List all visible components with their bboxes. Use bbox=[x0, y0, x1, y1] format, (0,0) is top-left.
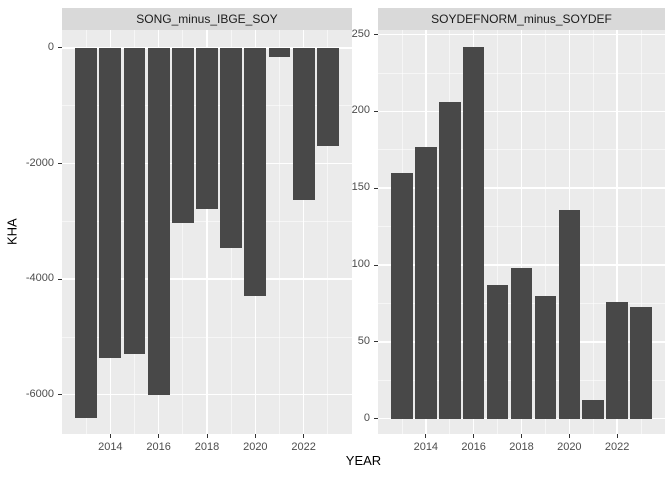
x-tick-mark bbox=[303, 434, 305, 438]
bar bbox=[244, 47, 267, 297]
bar bbox=[316, 47, 339, 147]
y-tick-label: -6000 bbox=[25, 387, 54, 400]
grid-minor-x bbox=[640, 30, 642, 434]
x-tick-mark bbox=[206, 434, 208, 438]
y-tick-mark bbox=[58, 278, 62, 280]
facet-strip: SOYDEFNORM_minus_SOYDEF bbox=[378, 8, 665, 30]
grid-minor-x bbox=[545, 30, 546, 434]
bar bbox=[75, 47, 98, 419]
bar bbox=[486, 284, 509, 419]
bar bbox=[462, 46, 485, 419]
grid-major-y bbox=[62, 278, 352, 280]
grid-major-x bbox=[520, 30, 523, 434]
grid-major-y bbox=[378, 187, 665, 189]
y-tick-mark bbox=[374, 187, 378, 189]
y-tick-mark bbox=[58, 163, 62, 164]
facet-title: SONG_minus_IBGE_SOY bbox=[136, 12, 278, 26]
grid-minor-x bbox=[279, 30, 280, 434]
bar bbox=[292, 47, 315, 200]
x-tick-label: 2014 bbox=[98, 441, 123, 453]
bar bbox=[606, 301, 628, 419]
bar bbox=[147, 47, 170, 396]
x-tick-label: 2018 bbox=[194, 441, 220, 453]
bar bbox=[438, 102, 461, 419]
x-tick-mark bbox=[158, 434, 160, 438]
y-tick-label: 250 bbox=[351, 27, 370, 40]
x-axis-title: YEAR bbox=[345, 453, 382, 468]
x-tick-mark bbox=[521, 434, 522, 438]
x-tick-mark bbox=[616, 434, 618, 438]
grid-minor-x bbox=[182, 30, 184, 434]
grid-minor-x bbox=[592, 30, 594, 434]
bar bbox=[123, 47, 146, 354]
bar bbox=[99, 47, 122, 359]
y-tick-mark bbox=[374, 264, 378, 266]
y-tick-mark bbox=[374, 34, 378, 36]
grid-major-x bbox=[302, 30, 305, 434]
x-tick-mark bbox=[109, 434, 111, 438]
bar bbox=[415, 146, 437, 419]
bar bbox=[630, 306, 652, 419]
y-tick-mark bbox=[58, 47, 62, 49]
grid-minor-x bbox=[327, 30, 329, 434]
x-tick-label: 2018 bbox=[509, 441, 534, 453]
x-tick-label: 2020 bbox=[557, 441, 582, 453]
y-tick-label: 200 bbox=[351, 104, 370, 117]
grid-major-y bbox=[378, 110, 665, 113]
facet-strip: SONG_minus_IBGE_SOY bbox=[62, 8, 352, 30]
y-tick-mark bbox=[374, 341, 378, 343]
y-tick-label: -2000 bbox=[25, 156, 54, 169]
x-tick-label: 2022 bbox=[604, 441, 630, 453]
plot-panel bbox=[62, 30, 352, 434]
y-tick-mark bbox=[374, 110, 378, 112]
y-tick-mark bbox=[58, 394, 62, 396]
x-tick-label: 2014 bbox=[413, 441, 439, 453]
y-axis-title: KHA bbox=[4, 218, 20, 246]
facet-title: SOYDEFNORM_minus_SOYDEF bbox=[431, 12, 612, 26]
bar bbox=[171, 47, 194, 224]
y-tick-label: 100 bbox=[351, 258, 370, 271]
y-tick-mark bbox=[374, 418, 378, 420]
y-tick-label: -4000 bbox=[25, 272, 54, 285]
grid-major-x bbox=[616, 30, 618, 434]
y-tick-label: 50 bbox=[357, 334, 370, 347]
grid-major-y bbox=[378, 33, 665, 36]
grid-major-y bbox=[378, 417, 665, 420]
x-tick-label: 2020 bbox=[243, 441, 268, 453]
x-tick-mark bbox=[568, 434, 570, 438]
x-tick-label: 2016 bbox=[461, 441, 486, 453]
grid-minor-x bbox=[497, 30, 498, 434]
bar bbox=[220, 47, 243, 248]
x-tick-label: 2022 bbox=[291, 441, 316, 453]
bar bbox=[268, 47, 291, 58]
facet-soydefnorm-minus-soydef: SOYDEFNORM_minus_SOYDEF 0 50 100 150 200 250 2… bbox=[352, 8, 665, 453]
bar bbox=[196, 47, 218, 210]
x-tick-mark bbox=[425, 434, 427, 438]
bar bbox=[391, 172, 413, 419]
grid-major-y bbox=[378, 264, 665, 266]
grid-major-x bbox=[206, 30, 208, 434]
bar bbox=[558, 209, 581, 419]
x-tick-label: 2016 bbox=[146, 441, 171, 453]
facet-song-minus-ibge-soy: SONG_minus_IBGE_SOY 0 -2000 -4000 -6000 2014… bbox=[26, 8, 352, 453]
y-tick-label: 0 bbox=[363, 411, 370, 424]
bar bbox=[534, 295, 557, 419]
y-tick-label: 150 bbox=[351, 181, 370, 194]
bar bbox=[510, 268, 533, 419]
plot-panel bbox=[378, 30, 665, 434]
bar bbox=[582, 400, 604, 419]
grid-major-y bbox=[62, 393, 352, 396]
x-tick-mark bbox=[254, 434, 256, 438]
y-tick-label: 0 bbox=[47, 40, 54, 53]
x-tick-mark bbox=[473, 434, 475, 438]
